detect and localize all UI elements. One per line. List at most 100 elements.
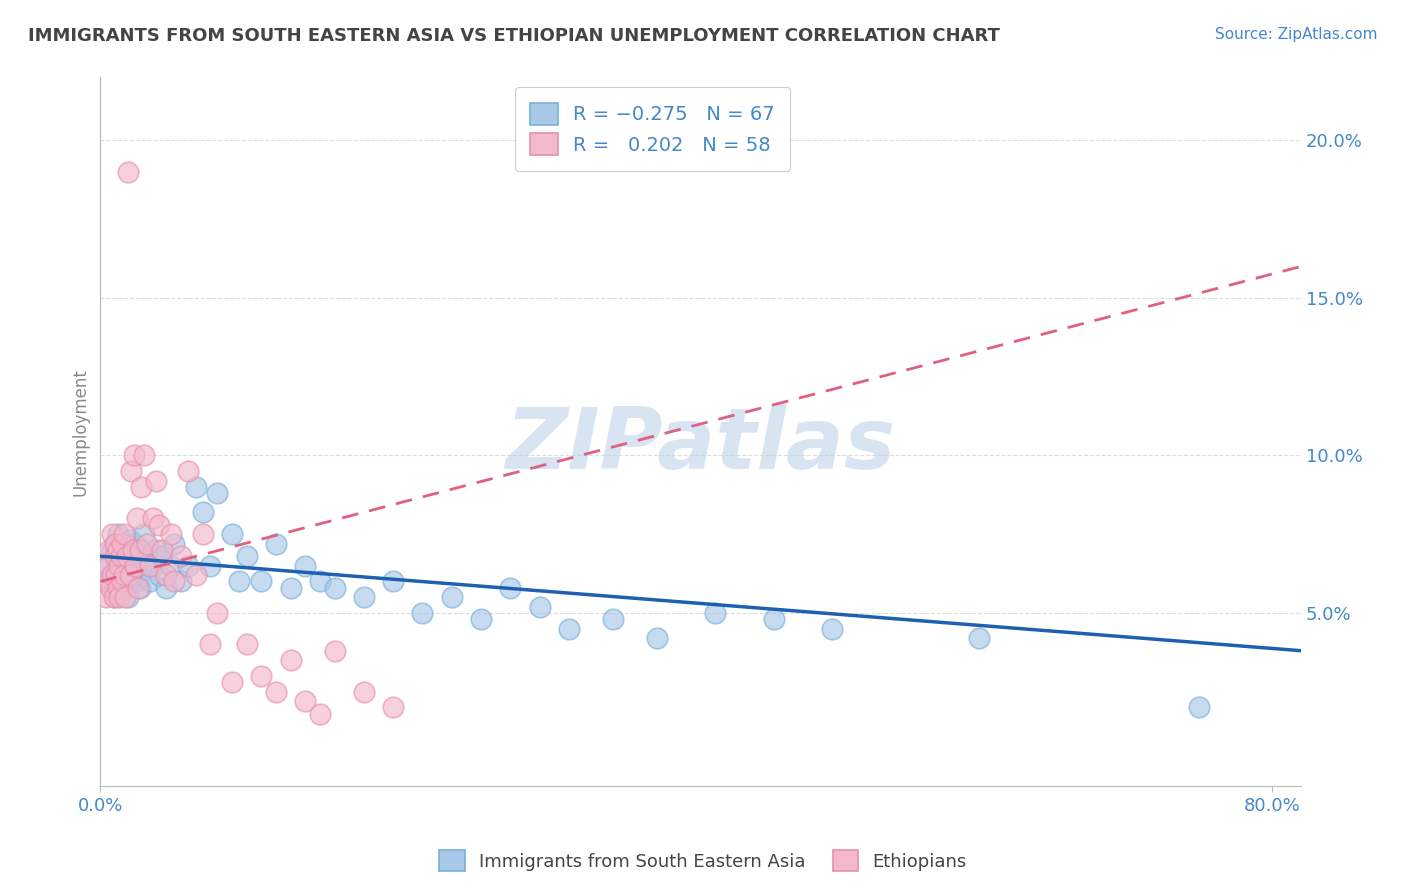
Point <box>107 581 129 595</box>
Point <box>108 574 131 589</box>
Point <box>1187 700 1209 714</box>
Point <box>470 612 492 626</box>
Point <box>108 590 131 604</box>
Point <box>821 622 844 636</box>
Point <box>159 527 181 541</box>
Point <box>97 558 120 573</box>
Point <box>162 574 184 589</box>
Point <box>294 694 316 708</box>
Point <box>159 558 181 573</box>
Point <box>111 536 134 550</box>
Point <box>122 542 145 557</box>
Point <box>104 536 127 550</box>
Y-axis label: Unemployment: Unemployment <box>72 368 89 496</box>
Point <box>499 581 522 595</box>
Point <box>121 558 143 573</box>
Point <box>139 558 162 573</box>
Point <box>107 542 129 557</box>
Point <box>93 574 115 589</box>
Point <box>111 542 134 557</box>
Point <box>323 643 346 657</box>
Point <box>170 574 193 589</box>
Point <box>125 511 148 525</box>
Point <box>602 612 624 626</box>
Point <box>382 574 405 589</box>
Point <box>704 606 727 620</box>
Point <box>139 574 162 589</box>
Point <box>103 581 125 595</box>
Point <box>107 527 129 541</box>
Point <box>142 511 165 525</box>
Point <box>221 527 243 541</box>
Point <box>114 536 136 550</box>
Point <box>142 558 165 573</box>
Point <box>207 606 229 620</box>
Point <box>191 527 214 541</box>
Point <box>100 568 122 582</box>
Point <box>529 599 551 614</box>
Point <box>124 558 146 573</box>
Point <box>645 631 668 645</box>
Point <box>128 581 150 595</box>
Point <box>177 464 200 478</box>
Point <box>134 527 156 541</box>
Text: ZIPatlas: ZIPatlas <box>506 404 896 487</box>
Point <box>184 568 207 582</box>
Point <box>131 480 153 494</box>
Point <box>967 631 990 645</box>
Point <box>112 581 135 595</box>
Point <box>440 590 463 604</box>
Point <box>112 568 135 582</box>
Point <box>118 568 141 582</box>
Point <box>117 165 139 179</box>
Point <box>177 558 200 573</box>
Point <box>131 542 153 557</box>
Point <box>114 590 136 604</box>
Point <box>101 568 124 582</box>
Point <box>264 684 287 698</box>
Point <box>96 590 118 604</box>
Text: Source: ZipAtlas.com: Source: ZipAtlas.com <box>1215 27 1378 42</box>
Point <box>108 558 131 573</box>
Point <box>110 549 132 564</box>
Point <box>323 581 346 595</box>
Point <box>104 536 127 550</box>
Point <box>382 700 405 714</box>
Point <box>134 449 156 463</box>
Legend: R = −0.275   N = 67, R =   0.202   N = 58: R = −0.275 N = 67, R = 0.202 N = 58 <box>515 87 790 171</box>
Point <box>115 549 138 564</box>
Point <box>148 517 170 532</box>
Point <box>309 706 332 721</box>
Point <box>110 556 132 570</box>
Point <box>104 590 127 604</box>
Point <box>198 637 221 651</box>
Point <box>250 669 273 683</box>
Point <box>353 684 375 698</box>
Point <box>128 542 150 557</box>
Point <box>280 581 302 595</box>
Point <box>105 568 128 582</box>
Point <box>162 536 184 550</box>
Point <box>98 542 121 557</box>
Point <box>125 574 148 589</box>
Point <box>100 581 122 595</box>
Point <box>127 581 149 595</box>
Point <box>120 574 142 589</box>
Point <box>101 542 124 557</box>
Point <box>207 486 229 500</box>
Point <box>170 549 193 564</box>
Point <box>294 558 316 573</box>
Point <box>150 542 173 557</box>
Point <box>111 565 134 579</box>
Point <box>136 549 159 564</box>
Point <box>115 558 138 573</box>
Text: IMMIGRANTS FROM SOUTH EASTERN ASIA VS ETHIOPIAN UNEMPLOYMENT CORRELATION CHART: IMMIGRANTS FROM SOUTH EASTERN ASIA VS ET… <box>28 27 1000 45</box>
Point <box>101 527 124 541</box>
Point <box>122 449 145 463</box>
Point <box>155 568 177 582</box>
Point <box>117 590 139 604</box>
Point <box>191 505 214 519</box>
Point <box>124 536 146 550</box>
Point <box>118 549 141 564</box>
Point <box>353 590 375 604</box>
